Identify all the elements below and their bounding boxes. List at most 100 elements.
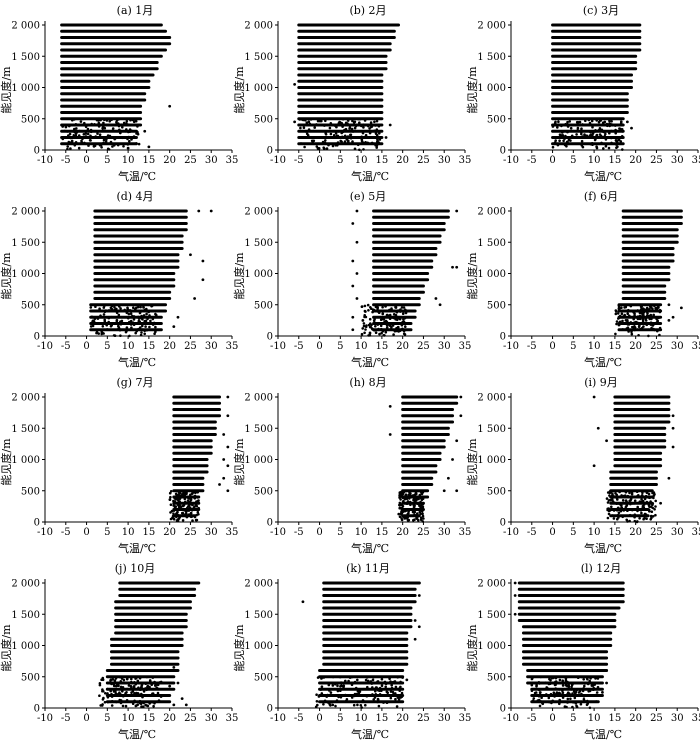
data-point: [168, 498, 172, 501]
data-point: [629, 321, 633, 324]
data-point: [116, 129, 120, 133]
data-point: [335, 125, 338, 129]
data-point: [612, 136, 615, 139]
data-point: [96, 132, 99, 135]
data-point: [373, 329, 376, 332]
y-axis-label: 能见度/m: [466, 438, 479, 486]
data-point: [134, 119, 138, 123]
data-point: [374, 124, 377, 127]
data-point: [530, 689, 534, 692]
x-tick-label: 35: [226, 341, 239, 352]
data-series: [168, 395, 230, 523]
data-point: [122, 678, 126, 682]
data-point: [145, 312, 148, 316]
data-point: [124, 136, 127, 139]
x-tick-label: 5: [570, 713, 576, 724]
data-point: [114, 692, 118, 695]
data-point: [154, 330, 157, 333]
data-point: [157, 699, 161, 702]
data-point: [531, 699, 535, 702]
data-point: [638, 500, 642, 503]
data-point: [125, 322, 129, 325]
data-point: [532, 697, 536, 700]
data-point: [653, 304, 656, 307]
data-point: [130, 677, 133, 681]
data-point: [551, 125, 555, 128]
data-series: [513, 581, 625, 710]
data-point: [363, 304, 367, 308]
data-point: [538, 691, 542, 694]
data-point: [164, 694, 167, 697]
x-tick-label: 25: [650, 341, 663, 352]
data-point: [367, 323, 371, 327]
data-point: [169, 495, 172, 499]
data-point: [154, 684, 157, 687]
data-point: [226, 395, 230, 399]
data-point: [618, 502, 621, 505]
x-tick-label: -10: [37, 713, 53, 724]
data-point: [390, 307, 393, 310]
data-point: [644, 494, 648, 498]
data-point: [80, 139, 83, 143]
data-point: [574, 701, 577, 705]
data-point: [373, 317, 376, 321]
data-point: [401, 327, 404, 331]
data-point: [299, 126, 302, 130]
data-point: [131, 702, 135, 705]
data-point: [173, 508, 177, 511]
data-point: [553, 695, 556, 698]
data-point: [89, 139, 92, 142]
data-point: [93, 123, 96, 126]
data-point: [571, 123, 575, 127]
data-point: [337, 130, 340, 133]
data-point: [113, 306, 116, 309]
data-point: [130, 138, 133, 141]
data-point: [607, 146, 611, 150]
data-point: [615, 322, 618, 326]
x-tick-label: 5: [337, 527, 343, 538]
data-point: [326, 693, 329, 697]
y-axis-label: 能见度/m: [233, 66, 246, 114]
data-point: [303, 145, 306, 149]
data-point: [564, 134, 567, 138]
data-point: [626, 509, 629, 512]
data-point: [566, 142, 570, 146]
data-point: [583, 684, 586, 688]
data-point: [638, 314, 642, 318]
data-point: [394, 697, 397, 701]
x-tick-label: 10: [122, 155, 135, 166]
data-point: [125, 677, 129, 681]
data-point: [193, 515, 197, 519]
data-point: [343, 140, 347, 143]
data-point: [641, 491, 644, 495]
x-tick-label: -5: [294, 341, 304, 352]
data-point: [304, 130, 308, 133]
x-tick-label: 15: [609, 713, 622, 724]
data-point: [298, 118, 301, 121]
x-tick-label: 15: [376, 341, 389, 352]
x-tick-label: 0: [83, 527, 89, 538]
y-tick-label: 1 000: [244, 269, 273, 280]
data-point: [434, 297, 438, 300]
data-point: [569, 126, 573, 130]
data-point: [575, 705, 579, 709]
data-point: [565, 145, 568, 148]
data-point: [556, 143, 560, 147]
data-point: [374, 693, 378, 696]
data-point: [595, 134, 598, 137]
data-point: [94, 322, 98, 325]
data-point: [345, 138, 349, 141]
data-point: [531, 677, 534, 680]
data-point: [351, 315, 355, 319]
y-tick-label: 2 000: [11, 579, 40, 590]
x-tick-label: 10: [588, 527, 601, 538]
x-tick-label: 25: [184, 155, 197, 166]
data-point: [355, 297, 359, 300]
data-point: [380, 316, 383, 319]
y-tick-label: 2 000: [244, 207, 273, 218]
data-point: [553, 683, 557, 687]
data-point: [616, 517, 619, 521]
x-tick-label: 20: [163, 155, 176, 166]
data-point: [614, 332, 617, 336]
data-point: [618, 307, 621, 311]
